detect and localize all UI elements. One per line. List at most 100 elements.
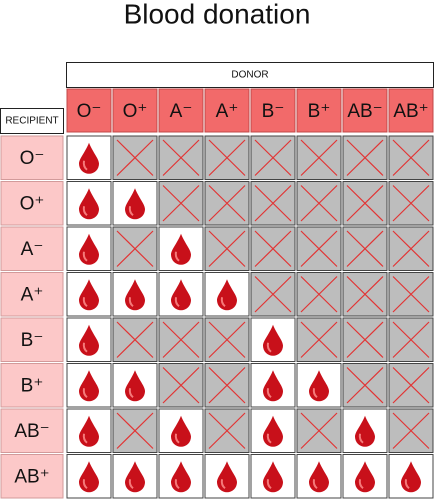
cross [208, 185, 246, 222]
cross [346, 185, 384, 222]
drop-shine [82, 206, 88, 217]
cross [254, 276, 292, 313]
recipient-type: O⁻ [20, 148, 45, 169]
drop-shine [266, 479, 272, 490]
cross [300, 276, 338, 313]
cross [208, 412, 246, 449]
recipient-type: B⁺ [21, 375, 44, 396]
recipient-cell [0, 317, 64, 362]
cross [208, 139, 246, 176]
drop-shine [266, 342, 272, 353]
donor-type: A⁻ [170, 101, 193, 122]
donor-label: DONOR [231, 70, 268, 81]
donor-type: B⁻ [262, 101, 285, 122]
cross [300, 230, 338, 267]
donor-cell [158, 88, 204, 133]
drop-shine [174, 433, 180, 444]
donor-cell [296, 88, 342, 133]
drop-shine [82, 433, 88, 444]
donor-cell [112, 88, 158, 133]
donor-type: O⁻ [77, 101, 102, 122]
recipient-cell [0, 408, 64, 453]
recipient-type: A⁻ [21, 239, 44, 260]
donor-box [66, 62, 434, 88]
recipient-type: AB⁺ [14, 466, 49, 487]
cross [300, 412, 338, 449]
donor-type: AB⁻ [347, 101, 382, 122]
drop-shine [266, 433, 272, 444]
recipient-cell [0, 454, 64, 499]
drop-shine [82, 160, 88, 171]
cross [392, 139, 430, 176]
drop-shine [266, 388, 272, 399]
cross [392, 321, 430, 358]
cross [392, 276, 430, 313]
recipient-type: B⁻ [21, 330, 44, 351]
cross [116, 321, 154, 358]
recipient-type: AB⁻ [14, 421, 49, 442]
cross [300, 185, 338, 222]
cross [392, 230, 430, 267]
cross [346, 367, 384, 404]
recipient-label: RECIPIENT [5, 116, 58, 127]
cross [162, 367, 200, 404]
cross [392, 367, 430, 404]
title: Blood donation [124, 0, 311, 29]
cross [162, 139, 200, 176]
cross [116, 412, 154, 449]
donor-cell [66, 88, 112, 133]
drop-shine [358, 433, 364, 444]
recipient-cell [0, 363, 64, 408]
donor-cell [388, 88, 434, 133]
recipient-box [0, 108, 64, 134]
cross [300, 321, 338, 358]
donor-cell [250, 88, 296, 133]
drop-shine [128, 297, 134, 308]
drop-shine [82, 297, 88, 308]
recipient-cell [0, 272, 64, 317]
drop-shine [220, 479, 226, 490]
drop-shine [82, 388, 88, 399]
donor-type: A⁺ [216, 101, 239, 122]
cross [254, 139, 292, 176]
cross [116, 230, 154, 267]
drop-shine [174, 479, 180, 490]
donor-type: B⁺ [308, 101, 331, 122]
cross [162, 321, 200, 358]
cross [346, 276, 384, 313]
cross [162, 185, 200, 222]
cross [300, 139, 338, 176]
donor-type: AB⁺ [393, 101, 428, 122]
drop-shine [358, 479, 364, 490]
cross [208, 230, 246, 267]
cross [346, 139, 384, 176]
cross [392, 412, 430, 449]
cross [254, 185, 292, 222]
cross [254, 230, 292, 267]
drop-shine [404, 479, 410, 490]
drop-shine [128, 206, 134, 217]
drop-shine [82, 479, 88, 490]
donor-type: O⁺ [123, 101, 148, 122]
drop-shine [174, 297, 180, 308]
drop-shine [220, 297, 226, 308]
drop-shine [312, 388, 318, 399]
recipient-cell [0, 181, 64, 226]
drop-shine [82, 342, 88, 353]
drop-shine [128, 388, 134, 399]
cross [116, 139, 154, 176]
drop-shine [128, 479, 134, 490]
recipient-cell [0, 135, 64, 180]
recipient-type: A⁺ [21, 284, 44, 305]
recipient-type: O⁺ [20, 193, 45, 214]
recipient-cell [0, 226, 64, 271]
cross [208, 367, 246, 404]
drop-shine [174, 251, 180, 262]
donor-cell [342, 88, 388, 133]
cross [346, 321, 384, 358]
donor-cell [204, 88, 250, 133]
cross [346, 230, 384, 267]
cross [208, 321, 246, 358]
drop-shine [312, 479, 318, 490]
